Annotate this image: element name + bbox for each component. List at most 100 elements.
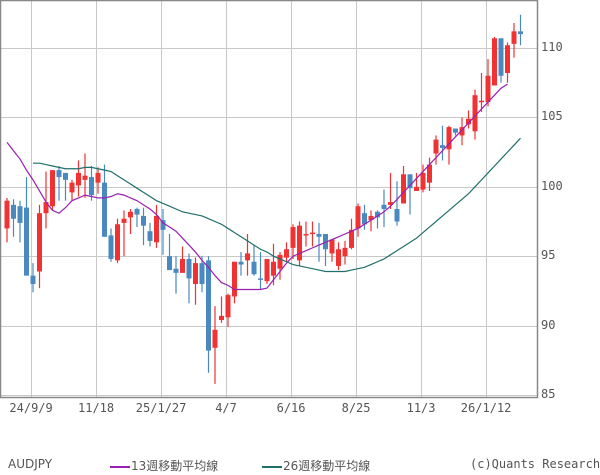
candle-body: [394, 209, 400, 222]
candle-body: [147, 231, 153, 241]
y-tick-label: 100: [541, 178, 563, 193]
candle-body: [466, 118, 471, 125]
y-tick-label: 105: [541, 109, 563, 124]
candle-body: [102, 182, 107, 237]
x-tick-label: 8/25: [341, 401, 371, 415]
candle-body: [141, 215, 146, 226]
candle-body: [433, 139, 439, 154]
candle-body: [427, 164, 432, 183]
candle-body: [11, 204, 16, 219]
symbol-label: AUDJPY: [8, 457, 53, 471]
candle-body: [375, 211, 380, 218]
candle-body: [498, 38, 504, 76]
ma13-swatch: [110, 465, 130, 468]
candle-body: [492, 38, 497, 86]
candle-body: [108, 235, 114, 259]
candle-body: [297, 225, 302, 261]
candle-body: [323, 233, 328, 250]
candle-body: [251, 261, 257, 275]
candle-body: [43, 202, 49, 214]
x-tick-label: 25/1/27: [135, 401, 187, 415]
ma26-label: 26週移動平均線: [283, 459, 371, 473]
candle-body: [349, 229, 354, 248]
candle-body: [115, 224, 120, 261]
copyright: (c)Quants Research: [470, 457, 600, 471]
candle-body: [355, 206, 361, 229]
legend-ma26: 26週移動平均線: [262, 457, 370, 474]
candle-body: [160, 220, 166, 230]
candle-body: [277, 254, 283, 269]
x-tick-label: 6/16: [276, 401, 306, 415]
candle-body: [407, 174, 413, 189]
candle-body: [303, 233, 309, 236]
candle-body: [89, 177, 94, 196]
candle-body: [199, 263, 205, 284]
ma13-label: 13週移動平均線: [131, 459, 219, 473]
candle-body: [63, 172, 68, 180]
candle-body: [310, 232, 315, 235]
candle-body: [258, 278, 263, 280]
y-tick-label: 90: [541, 317, 556, 332]
x-tick-label: 11/18: [78, 401, 115, 415]
candle-body: [167, 256, 172, 271]
candle-body: [238, 261, 244, 265]
x-tick-label: 11/3: [406, 401, 436, 415]
candle-body: [180, 258, 185, 273]
candle-body: [69, 182, 75, 193]
x-tick-label: 26/1/12: [460, 401, 512, 415]
y-tick-label: 110: [541, 40, 563, 54]
candle-body: [479, 100, 484, 103]
candle-body: [271, 261, 276, 276]
candle-body: [245, 253, 250, 261]
candle-body: [368, 215, 374, 221]
candle-body: [264, 258, 270, 282]
candle-body: [440, 145, 445, 148]
candle-body: [342, 247, 348, 257]
candle-body: [401, 174, 406, 204]
candle-body: [388, 202, 393, 205]
candle-body: [362, 213, 367, 225]
candle-body: [50, 170, 55, 207]
candle-body: [219, 315, 224, 321]
candle-body: [446, 127, 452, 150]
candle-body: [232, 261, 237, 297]
candle-body: [128, 211, 133, 218]
plot-frame: [0, 0, 539, 399]
candle-body: [193, 263, 198, 284]
candle-body: [225, 295, 231, 318]
y-tick-label: 85: [541, 387, 556, 401]
candle-body: [212, 329, 218, 348]
moving-average-line: [6, 83, 508, 291]
y-tick-label: 95: [541, 248, 556, 263]
candle-body: [24, 207, 29, 276]
candle-body: [485, 75, 491, 103]
x-tick-label: 4/7: [215, 401, 237, 415]
candle-body: [154, 215, 159, 243]
moving-average-line: [33, 137, 521, 273]
candle-body: [206, 260, 211, 351]
candle-body: [511, 31, 517, 44]
candle-body: [459, 127, 465, 136]
candle-body: [290, 227, 296, 248]
candle-body: [95, 172, 101, 183]
candle-body: [76, 172, 81, 186]
candle-body: [82, 175, 88, 180]
x-tick-label: 24/9/9: [9, 401, 53, 415]
ma26-swatch: [262, 465, 282, 468]
legend-ma13: 13週移動平均線: [110, 457, 218, 474]
candle-body: [56, 170, 62, 178]
candle-body: [381, 204, 387, 210]
candle-body: [173, 268, 179, 273]
candle-body: [121, 218, 127, 223]
candle-body: [472, 95, 478, 132]
candle-body: [30, 275, 36, 284]
candle-body: [336, 249, 341, 266]
candle-body: [316, 233, 322, 237]
candle-body: [17, 206, 23, 223]
candle-body: [420, 172, 426, 190]
candle-body: [37, 213, 42, 272]
candle-body: [505, 45, 510, 73]
candle-body: [134, 209, 140, 215]
candle-body: [186, 258, 192, 279]
